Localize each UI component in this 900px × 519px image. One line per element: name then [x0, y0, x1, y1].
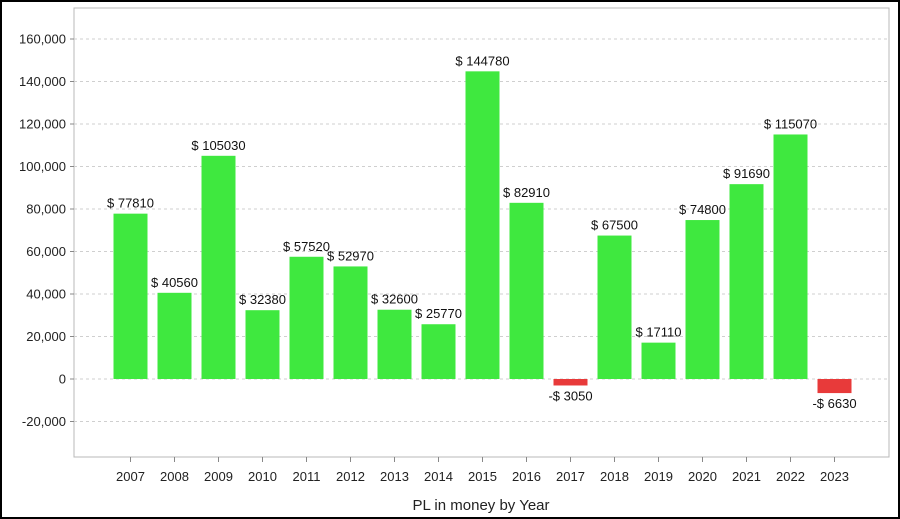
y-tick-label: 160,000	[19, 32, 66, 47]
x-tick-label: 2015	[468, 469, 497, 484]
x-tick-label: 2012	[336, 469, 365, 484]
bar-2009	[201, 155, 236, 379]
x-tick-label: 2016	[512, 469, 541, 484]
x-tick-label: 2018	[600, 469, 629, 484]
data-label: $ 67500	[591, 218, 638, 233]
x-tick-label: 2017	[556, 469, 585, 484]
bars	[113, 71, 852, 394]
bar-2015	[465, 71, 500, 379]
data-label: $ 144780	[455, 53, 509, 68]
bar-2019	[641, 342, 676, 379]
y-tick-label: -20,000	[22, 414, 66, 429]
x-tick-label: 2010	[248, 469, 277, 484]
y-tick-label: 120,000	[19, 117, 66, 132]
bar-2007	[113, 213, 148, 379]
x-tick-label: 2011	[293, 469, 321, 484]
data-label: -$ 3050	[548, 388, 592, 403]
data-label: $ 32600	[371, 292, 418, 307]
x-tick-label: 2013	[380, 469, 409, 484]
x-tick-label: 2008	[160, 469, 189, 484]
bar-2021	[729, 184, 764, 379]
y-tick-label: 40,000	[26, 287, 66, 302]
data-label: $ 25770	[415, 306, 462, 321]
y-tick-label: 60,000	[26, 244, 66, 259]
data-label: $ 32380	[239, 292, 286, 307]
x-tick-label: 2014	[424, 469, 453, 484]
y-tick-label: 20,000	[26, 329, 66, 344]
x-tick-label: 2023	[820, 469, 849, 484]
x-axis-title: PL in money by Year	[412, 497, 549, 514]
y-tick-label: 100,000	[19, 159, 66, 174]
data-label: $ 105030	[191, 138, 245, 153]
y-tick-label: 80,000	[26, 202, 66, 217]
bar-2014	[421, 324, 456, 379]
data-label: $ 77810	[107, 196, 154, 211]
y-axis-ticks: -20,000 0 20,000 40,000 60,000 80,000 100,000 1…	[19, 32, 74, 429]
bar-2022	[773, 134, 808, 379]
data-label: $ 40560	[151, 275, 198, 290]
data-labels: $ 77810 $ 40560 $ 105030 $ 32380 $ 57520$ 52…	[107, 53, 857, 411]
bar-2017	[553, 379, 588, 386]
data-label: $ 115070	[764, 116, 817, 131]
bar-2010	[245, 310, 280, 379]
data-label: $ 91690	[723, 166, 770, 181]
data-label: $ 82910	[503, 185, 550, 200]
bar-2018	[597, 235, 632, 379]
data-label: $ 74800	[679, 202, 726, 217]
data-label: -$ 6630	[812, 396, 856, 411]
x-axis-ticks: 2007 2008 2009 2010 2011 2012 2013 2014 2015 2016…	[116, 457, 849, 484]
y-tick-label: 140,000	[19, 74, 66, 89]
bar-2012	[333, 266, 368, 379]
x-tick-label: 2009	[204, 469, 233, 484]
bar-2023	[817, 379, 852, 394]
x-tick-label: 2022	[776, 469, 805, 484]
bar-2008	[157, 292, 192, 379]
bar-2020	[685, 220, 720, 379]
data-label: $ 17110	[635, 325, 681, 340]
x-tick-label: 2020	[688, 469, 717, 484]
x-tick-label: 2007	[116, 469, 145, 484]
x-tick-label: 2019	[644, 469, 673, 484]
bar-2013	[377, 309, 412, 379]
bar-2011	[289, 256, 324, 379]
x-tick-label: 2021	[732, 469, 761, 484]
bar-2016	[509, 202, 544, 379]
data-label: $ 52970	[327, 248, 374, 263]
y-tick-label: 0	[59, 372, 66, 387]
data-label: $ 57520	[283, 239, 330, 254]
